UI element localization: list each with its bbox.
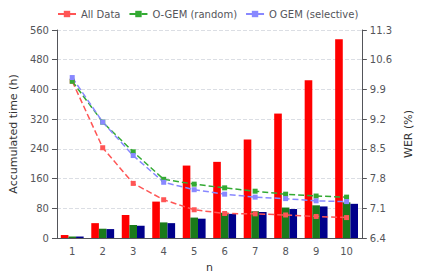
svg-text:11.3: 11.3 (370, 25, 392, 36)
svg-text:3: 3 (130, 246, 136, 257)
svg-text:6.4: 6.4 (370, 233, 386, 244)
svg-text:9: 9 (313, 246, 319, 257)
svg-text:O GEM (selective): O GEM (selective) (269, 9, 358, 20)
svg-text:10.6: 10.6 (370, 54, 392, 65)
svg-text:8.5: 8.5 (370, 143, 386, 154)
svg-text:10: 10 (340, 246, 353, 257)
svg-text:Accumulated time (h): Accumulated time (h) (7, 74, 20, 193)
svg-text:9.9: 9.9 (370, 84, 386, 95)
svg-text:4: 4 (160, 246, 166, 257)
svg-text:240: 240 (30, 143, 49, 154)
svg-text:7.1: 7.1 (370, 203, 386, 214)
svg-text:1: 1 (69, 246, 75, 257)
svg-text:7: 7 (252, 246, 258, 257)
svg-text:O-GEM (random): O-GEM (random) (152, 9, 237, 20)
svg-text:400: 400 (30, 84, 49, 95)
svg-text:560: 560 (30, 25, 49, 36)
svg-text:n: n (206, 261, 213, 274)
svg-text:5: 5 (191, 246, 197, 257)
svg-text:All Data: All Data (81, 9, 120, 20)
svg-text:160: 160 (30, 173, 49, 184)
svg-text:WER (%): WER (%) (402, 110, 415, 158)
svg-text:6: 6 (221, 246, 227, 257)
svg-text:80: 80 (36, 203, 49, 214)
svg-text:9.2: 9.2 (370, 114, 386, 125)
svg-text:2: 2 (100, 246, 106, 257)
svg-text:0: 0 (43, 233, 49, 244)
svg-text:7.8: 7.8 (370, 173, 386, 184)
svg-text:320: 320 (30, 114, 49, 125)
svg-text:480: 480 (30, 54, 49, 65)
svg-text:8: 8 (282, 246, 288, 257)
